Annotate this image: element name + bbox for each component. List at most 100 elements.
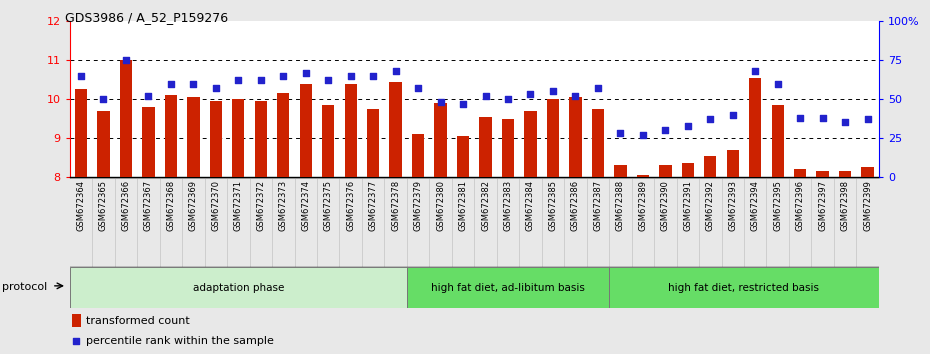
Bar — [187, 97, 200, 177]
Text: GSM672364: GSM672364 — [76, 180, 86, 231]
Point — [792, 115, 807, 121]
Point — [96, 96, 111, 102]
Bar — [569, 97, 581, 177]
Point — [838, 120, 853, 125]
Point — [118, 57, 133, 63]
Bar — [120, 60, 132, 177]
Point — [500, 96, 515, 102]
Text: GSM672399: GSM672399 — [863, 180, 872, 230]
Text: transformed count: transformed count — [86, 316, 190, 326]
Point — [164, 81, 179, 86]
Text: GSM672392: GSM672392 — [706, 180, 715, 230]
Point — [523, 92, 538, 97]
Point — [388, 68, 403, 74]
Bar — [390, 82, 402, 177]
Bar — [659, 165, 671, 177]
Point — [748, 68, 763, 74]
Text: GSM672396: GSM672396 — [796, 180, 804, 231]
Text: GSM672366: GSM672366 — [122, 180, 130, 231]
Text: GSM672373: GSM672373 — [279, 180, 287, 231]
Point — [69, 338, 84, 344]
Text: GSM672376: GSM672376 — [346, 180, 355, 231]
Text: GSM672394: GSM672394 — [751, 180, 760, 230]
Text: GSM672397: GSM672397 — [818, 180, 827, 231]
Bar — [74, 89, 87, 177]
Point — [343, 73, 358, 79]
Point — [478, 93, 493, 99]
Bar — [70, 267, 406, 308]
Text: GSM672374: GSM672374 — [301, 180, 311, 231]
Point — [770, 81, 785, 86]
Point — [208, 85, 223, 91]
Point — [411, 85, 426, 91]
Text: GSM672372: GSM672372 — [257, 180, 265, 231]
Bar — [591, 109, 604, 177]
Point — [433, 99, 448, 105]
Text: GSM672367: GSM672367 — [144, 180, 153, 231]
Point — [591, 85, 605, 91]
Point — [186, 81, 201, 86]
Text: GSM672370: GSM672370 — [211, 180, 220, 231]
Text: GSM672395: GSM672395 — [773, 180, 782, 230]
Point — [365, 73, 380, 79]
Bar — [502, 119, 514, 177]
Text: GSM672387: GSM672387 — [593, 180, 603, 231]
Bar — [609, 267, 879, 308]
Text: GDS3986 / A_52_P159276: GDS3986 / A_52_P159276 — [65, 11, 228, 24]
Text: GSM672391: GSM672391 — [684, 180, 692, 230]
Text: protocol: protocol — [2, 282, 47, 292]
Bar — [614, 165, 627, 177]
Bar — [817, 171, 829, 177]
Bar — [479, 116, 492, 177]
Text: GSM672365: GSM672365 — [99, 180, 108, 231]
Text: GSM672386: GSM672386 — [571, 180, 580, 231]
Text: GSM672398: GSM672398 — [841, 180, 850, 231]
Bar — [861, 167, 874, 177]
Bar — [98, 111, 110, 177]
Bar — [299, 84, 312, 177]
Bar — [457, 136, 470, 177]
Point — [613, 131, 628, 136]
Point — [725, 112, 740, 118]
Point — [635, 132, 650, 138]
Bar — [232, 99, 245, 177]
Text: GSM672379: GSM672379 — [414, 180, 422, 231]
Point — [703, 116, 718, 122]
Text: GSM672369: GSM672369 — [189, 180, 198, 231]
Bar — [547, 99, 559, 177]
Text: GSM672384: GSM672384 — [526, 180, 535, 231]
Bar — [406, 267, 609, 308]
Text: GSM672378: GSM672378 — [392, 180, 400, 231]
Point — [568, 93, 583, 99]
Point — [658, 127, 672, 133]
Text: GSM672382: GSM672382 — [481, 180, 490, 231]
Point — [73, 73, 88, 79]
Bar — [142, 107, 154, 177]
Bar — [255, 101, 267, 177]
Bar — [637, 175, 649, 177]
Bar — [525, 111, 537, 177]
Bar — [772, 105, 784, 177]
Text: high fat diet, restricted basis: high fat diet, restricted basis — [669, 282, 819, 293]
Bar — [412, 134, 424, 177]
Text: adaptation phase: adaptation phase — [193, 282, 284, 293]
Text: GSM672381: GSM672381 — [458, 180, 468, 231]
Text: GSM672375: GSM672375 — [324, 180, 333, 231]
Text: percentile rank within the sample: percentile rank within the sample — [86, 336, 274, 346]
Bar — [839, 171, 851, 177]
Bar — [367, 109, 379, 177]
Bar — [794, 169, 806, 177]
Point — [321, 78, 336, 83]
Point — [276, 73, 291, 79]
Text: GSM672393: GSM672393 — [728, 180, 737, 231]
Point — [681, 123, 696, 129]
Point — [253, 78, 268, 83]
Point — [141, 93, 156, 99]
Text: GSM672368: GSM672368 — [166, 180, 176, 231]
Bar — [322, 105, 335, 177]
Bar — [749, 78, 762, 177]
Point — [816, 115, 830, 121]
Text: GSM672371: GSM672371 — [233, 180, 243, 231]
Point — [231, 78, 246, 83]
Bar — [344, 84, 357, 177]
